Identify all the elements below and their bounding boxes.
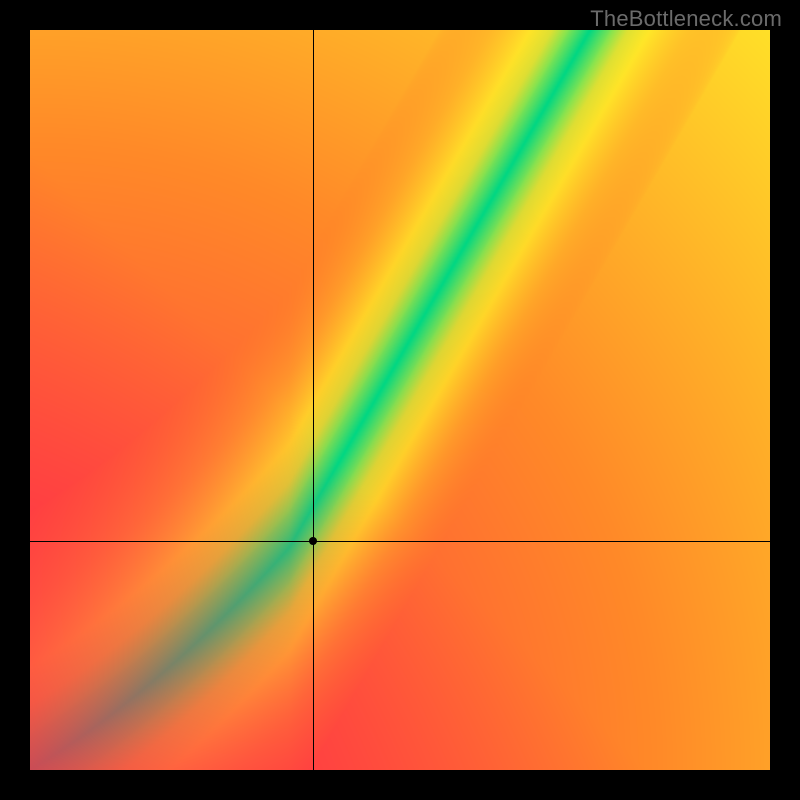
crosshair-dot	[309, 537, 317, 545]
watermark-text: TheBottleneck.com	[590, 6, 782, 32]
chart-container: TheBottleneck.com	[0, 0, 800, 800]
crosshair-horizontal	[30, 541, 770, 542]
crosshair-vertical	[313, 30, 314, 770]
bottleneck-heatmap	[30, 30, 770, 770]
